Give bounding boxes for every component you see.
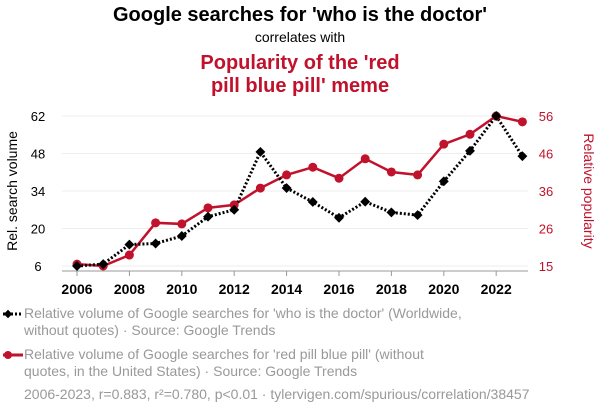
point-doctor <box>203 211 213 222</box>
legend-marker-red <box>3 351 23 359</box>
point-doctor <box>307 197 318 207</box>
y2-tick-label: 36 <box>539 184 553 199</box>
point-redpill <box>334 173 344 183</box>
point-redpill <box>255 183 265 193</box>
point-redpill <box>517 117 527 127</box>
point-redpill <box>177 219 187 229</box>
legend-marker-black <box>3 309 23 319</box>
point-doctor <box>465 145 475 156</box>
x-tick-label: 2006 <box>61 281 92 297</box>
y2-tick-label: 15 <box>539 259 553 274</box>
point-redpill <box>465 129 475 139</box>
y-axis-label: Rel. search volume <box>4 131 20 251</box>
chart-subtitle: correlates with <box>255 29 345 45</box>
point-redpill <box>203 203 213 213</box>
point-doctor <box>124 239 135 250</box>
series-line-redpill <box>76 114 523 268</box>
x-tick-label: 2016 <box>323 281 354 297</box>
x-tick-label: 2018 <box>376 281 407 297</box>
point-redpill <box>124 250 134 260</box>
point-doctor <box>281 183 292 194</box>
point-doctor <box>255 146 266 157</box>
x-tick-label: 2012 <box>219 281 250 297</box>
point-doctor <box>176 231 187 241</box>
point-redpill <box>413 170 423 180</box>
x-tick-label: 2022 <box>481 281 512 297</box>
point-redpill <box>386 167 396 177</box>
chart-title2-line1: Popularity of the 'red <box>200 52 399 74</box>
y-tick-label: 48 <box>31 147 45 162</box>
y-tick-label: 20 <box>31 222 45 237</box>
legend-label-doctor: Relative volume of Google searches for '… <box>24 305 462 338</box>
point-redpill <box>360 154 370 164</box>
point-doctor <box>412 210 423 221</box>
x-tick-label: 2014 <box>271 281 302 297</box>
point-redpill <box>151 218 161 228</box>
x-tick-label: 2010 <box>166 281 197 297</box>
x-tick-label: 2008 <box>114 281 145 297</box>
chart-footer: 2006-2023, r=0.883, r²=0.780, p<0.01 · t… <box>24 386 530 402</box>
y-tick-label: 62 <box>31 109 45 124</box>
y-tick-label: 6 <box>34 259 41 274</box>
point-redpill <box>282 170 292 180</box>
point-redpill <box>439 139 449 149</box>
point-doctor <box>229 204 240 215</box>
legend-item-redpill: Relative volume of Google searches for '… <box>3 346 464 380</box>
point-doctor <box>438 176 449 187</box>
y2-tick-label: 46 <box>539 147 553 162</box>
point-doctor <box>517 151 528 162</box>
y2-tick-label: 26 <box>539 222 553 237</box>
point-doctor <box>150 238 161 249</box>
chart-title2-line2: pill blue pill' meme <box>211 75 389 97</box>
point-doctor <box>360 196 371 207</box>
y2-tick-label: 56 <box>539 109 553 124</box>
point-redpill <box>308 162 318 172</box>
legend-label-redpill: Relative volume of Google searches for '… <box>24 346 424 379</box>
legend-item-doctor: Relative volume of Google searches for '… <box>3 305 464 339</box>
y-tick-label: 34 <box>31 184 45 199</box>
point-doctor <box>386 207 397 218</box>
point-doctor <box>334 212 344 223</box>
chart-title: Google searches for 'who is the doctor' <box>113 4 487 26</box>
y2-axis-label: Relative popularity <box>581 133 597 248</box>
x-tick-label: 2020 <box>428 281 459 297</box>
